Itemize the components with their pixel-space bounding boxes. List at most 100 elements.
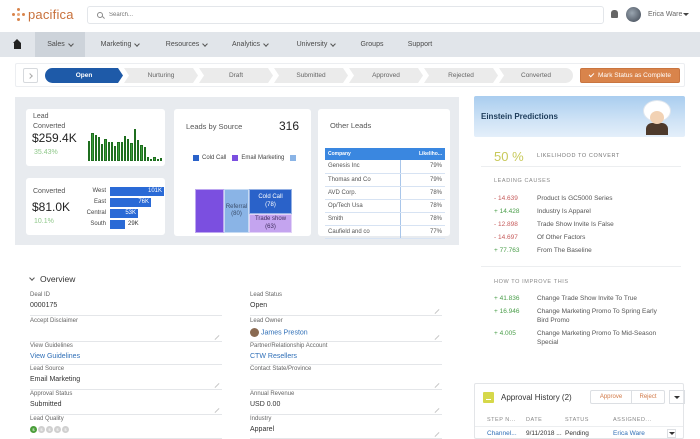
user-menu-caret-icon[interactable]: [683, 13, 689, 16]
sparkline-bar: [127, 138, 130, 161]
path-step-nurturing[interactable]: Nurturing: [124, 68, 198, 83]
path-step-draft[interactable]: Draft: [199, 68, 273, 83]
edit-pencil-icon[interactable]: [434, 383, 440, 388]
home-icon: [13, 38, 21, 49]
table-row[interactable]: Genesis Inc 79%: [325, 160, 445, 174]
table-row[interactable]: Op/Tech Usa 78%: [325, 199, 445, 213]
nav-item-analytics[interactable]: Analytics: [218, 32, 282, 57]
partner-account-link[interactable]: CTW Resellers: [250, 353, 298, 360]
region-bar-central: Central 53K: [86, 208, 138, 218]
assigned-user-link[interactable]: Erica Ware: [613, 430, 645, 437]
lead-converted-value: $259.4K: [32, 131, 77, 145]
region-bar-west: West 101K: [92, 186, 164, 196]
change-owner-icon[interactable]: [434, 335, 440, 340]
converted-by-region-card[interactable]: Converted $81.0K 10.1% West 101K East 76K …: [26, 178, 165, 235]
other-leads-card[interactable]: Other Leads Company Likeliho... Genesis I…: [318, 109, 450, 239]
overview-section-toggle[interactable]: Overview: [29, 274, 75, 284]
nav-item-university[interactable]: University: [282, 32, 350, 57]
other-leads-table: Company Likeliho... Genesis Inc 79% Thomas…: [325, 148, 445, 239]
path-step-approved[interactable]: Approved: [349, 68, 423, 83]
leads-by-source-title: Leads by Source: [186, 122, 243, 131]
sparkline-bar: [130, 143, 133, 161]
converted-value: $81.0K: [32, 200, 71, 214]
app-logo[interactable]: pacifica: [12, 7, 74, 22]
nav-item-support[interactable]: Support: [407, 41, 433, 48]
treemap-tile-referral[interactable]: Referral (80): [224, 189, 249, 233]
path-step-rejected[interactable]: Rejected: [424, 68, 498, 83]
nav-item-groups[interactable]: Groups: [360, 41, 384, 48]
approval-actions: Approve Reject: [590, 390, 685, 404]
treemap-tile-cold-call[interactable]: Cold Call (78): [249, 189, 292, 214]
column-header-likelihood[interactable]: Likeliho...: [400, 148, 445, 160]
edit-pencil-icon[interactable]: [434, 309, 440, 314]
checkmark-icon: [588, 71, 595, 78]
nav-item-sales[interactable]: Sales: [35, 32, 85, 57]
sparkline-bar: [146, 156, 150, 161]
path-step-submitted[interactable]: Submitted: [274, 68, 348, 83]
table-row[interactable]: AVD Corp. 78%: [325, 186, 445, 200]
treemap-tile-email-marketing[interactable]: [195, 189, 224, 233]
pacifica-logo-icon: [12, 8, 25, 21]
sparkline-bar: [120, 142, 123, 161]
table-row[interactable]: Thomas and Co 79%: [325, 173, 445, 187]
edit-pencil-icon[interactable]: [214, 408, 220, 413]
approval-more-button[interactable]: [669, 390, 685, 404]
home-button[interactable]: [0, 32, 35, 57]
likelihood-value: 50 %: [494, 149, 524, 164]
einstein-title: Einstein Predictions: [481, 112, 558, 121]
view-guidelines-link[interactable]: View Guidelines: [30, 353, 81, 360]
chevron-down-icon: [134, 40, 141, 47]
search-input[interactable]: [109, 12, 509, 18]
table-row: Channel... 9/11/2018 ... Pending Erica W…: [487, 430, 663, 437]
nav-item-resources[interactable]: Resources: [155, 32, 218, 57]
einstein-mascot-icon: [641, 99, 673, 135]
approval-icon: [483, 392, 494, 403]
lead-quality-rating[interactable]: $ $ $ $ $: [30, 426, 69, 433]
path-step-open[interactable]: Open: [45, 68, 123, 83]
converted-percent: 10.1%: [34, 218, 54, 225]
leading-causes-title: LEADING CAUSES: [494, 178, 551, 184]
einstein-header: Einstein Predictions: [474, 96, 685, 137]
edit-pencil-icon[interactable]: [434, 432, 440, 437]
edit-pencil-icon[interactable]: [434, 408, 440, 413]
sparkline-bar: [88, 141, 91, 161]
table-row[interactable]: Smith 78%: [325, 212, 445, 226]
treemap-tile-trade-show[interactable]: Trade show (63): [249, 214, 292, 233]
field-accept-disclaimer: Accept Disclaimer: [30, 318, 222, 342]
chevron-down-icon: [202, 40, 209, 47]
edit-pencil-icon[interactable]: [214, 335, 220, 340]
lead-converted-percent: 35.43%: [34, 149, 58, 156]
field-lead-owner: Lead Owner James Preston: [250, 318, 442, 342]
user-avatar[interactable]: [626, 7, 641, 22]
app-name: pacifica: [28, 7, 74, 22]
field-annual-revenue: Annual Revenue USD 0.00: [250, 391, 442, 415]
sparkline-bar: [117, 142, 120, 161]
field-lead-quality: Lead Quality $ $ $ $ $: [30, 416, 222, 439]
sparkline-bar: [94, 135, 97, 161]
sparkline-bar: [143, 146, 146, 161]
mark-status-complete-button[interactable]: Mark Status as Complete: [580, 68, 680, 83]
row-actions-button[interactable]: [667, 429, 676, 438]
lead-converted-card[interactable]: Lead Converted $259.4K 35.43%: [26, 109, 165, 166]
sparkline-bar: [97, 136, 101, 161]
field-deal-id: Deal ID 0000175: [30, 292, 222, 316]
top-bar: pacifica Erica Ware: [0, 0, 700, 31]
column-header-company[interactable]: Company: [325, 148, 401, 160]
sparkline-bar: [156, 159, 159, 161]
global-search[interactable]: [87, 6, 604, 24]
step-name-link[interactable]: Channel...: [487, 430, 517, 437]
path-steps: Open Nurturing Draft Submitted Approved …: [45, 68, 574, 83]
lead-owner-link[interactable]: James Preston: [261, 329, 308, 337]
table-row[interactable]: Caufield and co 77%: [325, 225, 445, 239]
notification-bell-icon[interactable]: [611, 10, 618, 18]
approve-button[interactable]: Approve: [590, 390, 632, 404]
reject-button[interactable]: Reject: [632, 390, 665, 404]
path-expand-button[interactable]: [23, 68, 38, 83]
user-name[interactable]: Erica Ware: [648, 11, 683, 18]
leads-by-source-card[interactable]: Leads by Source 316 Cold Call Email Mark…: [174, 109, 311, 236]
edit-pencil-icon[interactable]: [214, 383, 220, 388]
nav-item-marketing[interactable]: Marketing: [85, 32, 155, 57]
field-contact-state: Contact State/Province: [250, 366, 442, 390]
path-step-converted[interactable]: Converted: [499, 68, 573, 83]
sparkline-bar: [123, 135, 127, 161]
